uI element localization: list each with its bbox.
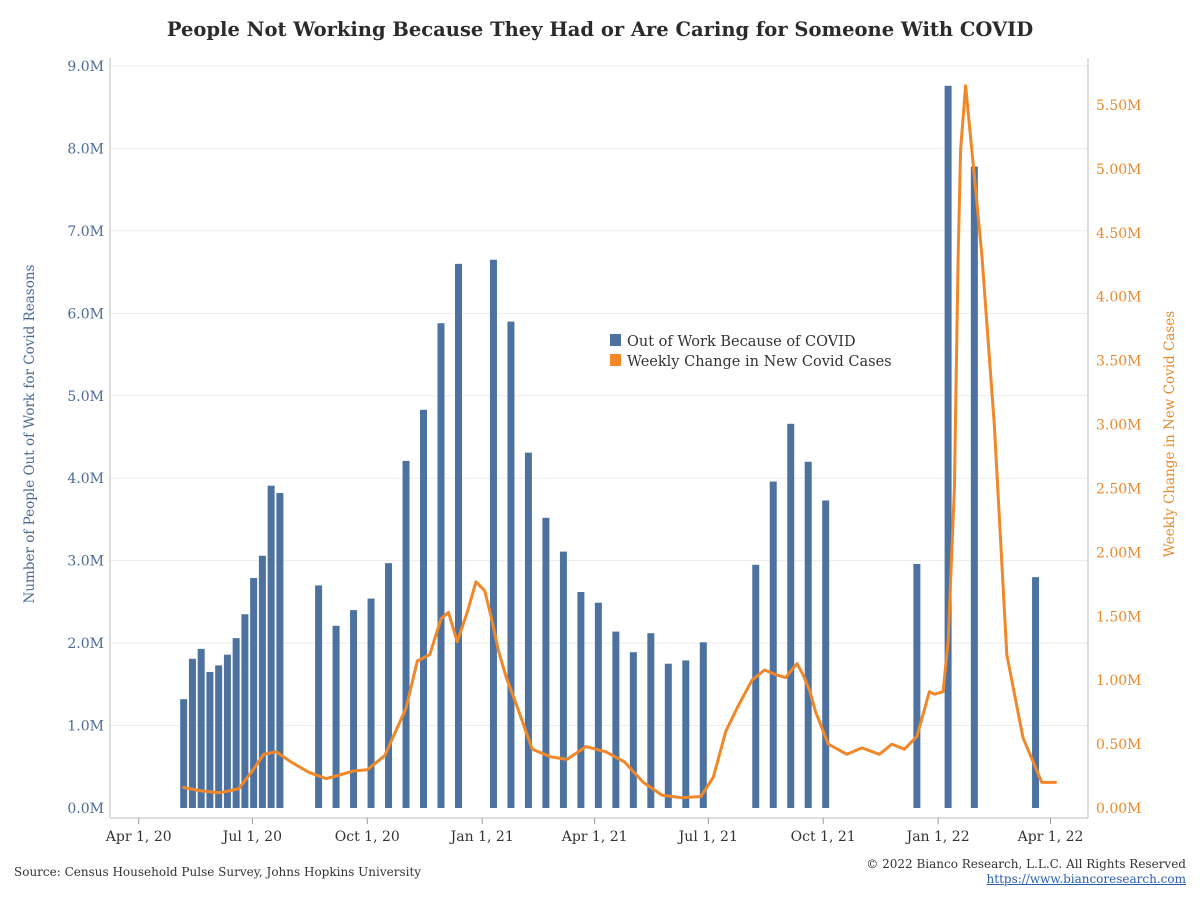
x-axis-ticks: Apr 1, 20 Jul 1, 20 Oct 1, 20 Jan 1, 21 Apr … (105, 818, 1084, 845)
right-tick-label: 5.50M (1096, 98, 1142, 114)
bar (454, 263, 462, 808)
right-tick-label: 1.00M (1096, 673, 1142, 689)
bar (180, 699, 188, 808)
right-axis-ticks: 0.00M 0.50M 1.00M 1.50M 2.00M 2.50M 3.00M 3.50M… (1096, 98, 1142, 817)
left-tick-label: 5.0M (67, 389, 104, 405)
bar (315, 585, 323, 808)
right-tick-label: 4.50M (1096, 226, 1142, 242)
left-axis-ticks: 0.0M 1.0M 2.0M 3.0M 4.0M 5.0M 6.0M 7.0M 8.0M 9.0M (67, 59, 104, 817)
x-tick-label: Jul 1, 21 (677, 829, 738, 845)
bar (944, 85, 952, 808)
bar (402, 460, 410, 808)
bar (699, 642, 707, 808)
left-tick-label: 1.0M (67, 719, 104, 735)
bar (367, 598, 375, 808)
bar (594, 602, 602, 808)
source-note: Source: Census Household Pulse Survey, J… (14, 865, 422, 879)
line-path (182, 84, 1057, 800)
left-tick-label: 3.0M (67, 554, 104, 570)
bar (524, 452, 532, 808)
left-tick-label: 0.0M (67, 801, 104, 817)
right-tick-label: 1.50M (1096, 609, 1142, 625)
left-axis-title: Number of People Out of Work for Covid R… (22, 264, 38, 603)
x-tick-label: Oct 1, 21 (791, 829, 856, 845)
x-tick-label: Apr 1, 21 (561, 829, 628, 845)
legend-swatch-bars (610, 334, 621, 346)
copyright-text: © 2022 Bianco Research, L.L.C. All Right… (866, 857, 1186, 871)
bar (612, 631, 620, 808)
bar (232, 638, 240, 808)
right-axis-title: Weekly Change in New Covid Cases (1162, 311, 1178, 557)
bar (276, 493, 284, 808)
right-tick-label: 4.00M (1096, 290, 1142, 306)
bar (385, 563, 393, 808)
bar (437, 323, 445, 808)
right-tick-label: 2.50M (1096, 481, 1142, 497)
bar (682, 660, 690, 808)
left-tick-label: 2.0M (67, 636, 104, 652)
bar (629, 652, 637, 808)
copyright-block: © 2022 Bianco Research, L.L.C. All Right… (866, 857, 1186, 887)
x-tick-label: Oct 1, 20 (335, 829, 400, 845)
bar (559, 551, 567, 808)
bar (188, 658, 196, 808)
bar (1032, 577, 1040, 808)
x-tick-label: Jul 1, 20 (221, 829, 282, 845)
bar (350, 610, 358, 808)
bar (489, 259, 497, 808)
left-tick-label: 6.0M (67, 306, 104, 322)
right-tick-label: 0.00M (1096, 801, 1142, 817)
bar (647, 633, 655, 808)
legend-label-bars: Out of Work Because of COVID (627, 334, 856, 350)
website-link[interactable]: https://www.biancoresearch.com (986, 872, 1186, 886)
bar (258, 555, 266, 808)
x-tick-label: Jan 1, 21 (449, 829, 514, 845)
left-tick-label: 9.0M (67, 59, 104, 75)
right-tick-label: 5.00M (1096, 162, 1142, 178)
bar (752, 564, 760, 808)
x-tick-label: Apr 1, 20 (105, 829, 172, 845)
bar (241, 614, 249, 808)
bar (215, 665, 223, 808)
right-tick-label: 3.50M (1096, 354, 1142, 370)
x-tick-label: Jan 1, 22 (905, 829, 970, 845)
right-tick-label: 0.50M (1096, 737, 1142, 753)
bar (206, 671, 214, 808)
line-series (182, 84, 1057, 800)
bar (913, 563, 921, 808)
axes (109, 58, 1089, 819)
bar (970, 166, 978, 809)
bar (420, 409, 428, 808)
bar (822, 500, 830, 808)
legend-label-line: Weekly Change in New Covid Cases (627, 354, 892, 370)
bar (197, 648, 205, 808)
right-tick-label: 3.00M (1096, 418, 1142, 434)
bar (804, 461, 812, 808)
bar (769, 481, 777, 808)
left-tick-label: 4.0M (67, 471, 104, 487)
legend-swatch-line (610, 354, 621, 366)
left-tick-label: 8.0M (67, 141, 104, 157)
right-tick-label: 2.00M (1096, 545, 1142, 561)
bar (787, 423, 795, 808)
left-tick-label: 7.0M (67, 224, 104, 240)
legend: Out of Work Because of COVID Weekly Chan… (610, 334, 892, 370)
bar (664, 663, 672, 808)
bar (542, 517, 550, 808)
bar (250, 577, 258, 808)
bar (577, 591, 585, 808)
bar-series (180, 85, 1040, 809)
x-tick-label: Apr 1, 22 (1017, 829, 1084, 845)
bar (507, 321, 515, 808)
bar (223, 654, 231, 808)
bar (332, 625, 340, 808)
chart-title: People Not Working Because They Had or A… (167, 18, 1033, 41)
bar (267, 485, 275, 808)
